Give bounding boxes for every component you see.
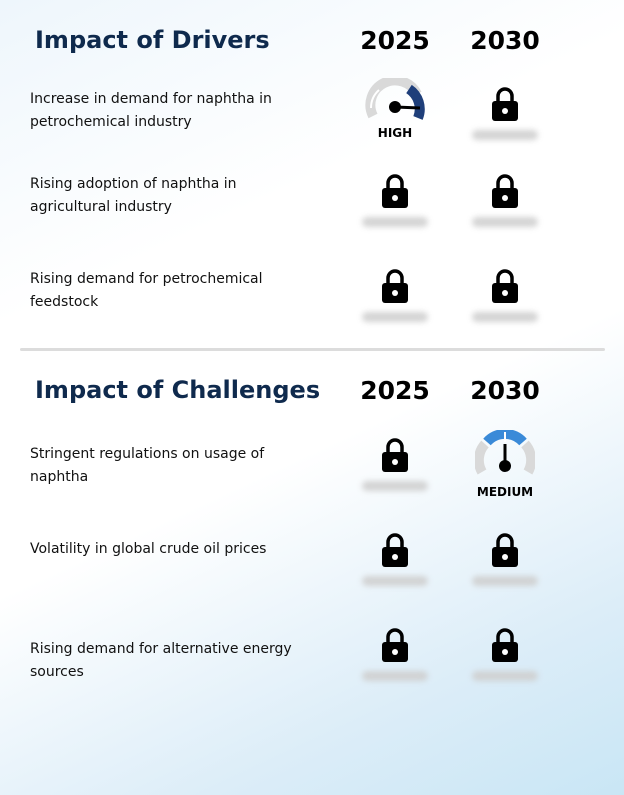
challenge-row: Rising demand for alternative energy sou… — [0, 628, 624, 728]
lock-icon — [382, 174, 408, 208]
challenge-label: Stringent regulations on usage of naphth… — [30, 446, 265, 485]
driver-impact-2025 — [350, 268, 440, 348]
challenge-label: Volatility in global crude oil prices — [30, 541, 267, 557]
lock-icon — [382, 438, 408, 472]
hidden-level-placeholder — [472, 576, 538, 586]
challenges-year-2025: 2025 — [360, 376, 430, 405]
driver-row: Rising adoption of naphtha in agricultur… — [0, 173, 624, 263]
driver-label: Rising adoption of naphtha in agricultur… — [30, 176, 237, 215]
challenge-row: Stringent regulations on usage of naphth… — [0, 430, 624, 533]
driver-impact-2030 — [460, 86, 550, 166]
challenge-label: Rising demand for alternative energy sou… — [30, 641, 292, 680]
driver-impact-2025: HIGH — [350, 78, 440, 158]
drivers-title: Impact of Drivers — [35, 26, 270, 54]
section-divider — [20, 348, 605, 351]
lock-icon — [492, 628, 518, 662]
driver-row: Rising demand for petrochemical feedstoc… — [0, 268, 624, 358]
driver-impact-2030 — [460, 268, 550, 348]
driver-label: Increase in demand for naphtha in petroc… — [30, 91, 272, 130]
hidden-level-placeholder — [362, 671, 428, 681]
challenges-title: Impact of Challenges — [35, 376, 321, 404]
challenge-impact-2025 — [350, 627, 440, 707]
hidden-level-placeholder — [362, 217, 428, 227]
hidden-level-placeholder — [472, 217, 538, 227]
lock-icon — [492, 269, 518, 303]
drivers-year-2030: 2030 — [470, 26, 540, 55]
driver-row: Increase in demand for naphtha in petroc… — [0, 78, 624, 178]
driver-impact-2030 — [460, 173, 550, 253]
gauge-level-label: MEDIUM — [476, 485, 534, 499]
lock-icon — [382, 628, 408, 662]
challenge-impact-2025 — [350, 437, 440, 517]
challenge-impact-2025 — [350, 532, 440, 612]
lock-icon — [492, 533, 518, 567]
gauge-level-label: HIGH — [377, 126, 413, 140]
lock-icon — [492, 174, 518, 208]
hidden-level-placeholder — [362, 481, 428, 491]
challenge-impact-2030 — [460, 532, 550, 612]
hidden-level-placeholder — [362, 312, 428, 322]
challenge-impact-2030: MEDIUM — [460, 430, 550, 510]
challenges-year-2030: 2030 — [470, 376, 540, 405]
lock-icon — [492, 87, 518, 121]
hidden-level-placeholder — [472, 130, 538, 140]
driver-impact-2025 — [350, 173, 440, 253]
hidden-level-placeholder — [362, 576, 428, 586]
drivers-year-2025: 2025 — [360, 26, 430, 55]
hidden-level-placeholder — [472, 671, 538, 681]
gauge-high-icon — [365, 78, 425, 120]
challenge-impact-2030 — [460, 627, 550, 707]
lock-icon — [382, 269, 408, 303]
driver-label: Rising demand for petrochemical feedstoc… — [30, 271, 263, 310]
lock-icon — [382, 533, 408, 567]
hidden-level-placeholder — [472, 312, 538, 322]
challenge-row: Volatility in global crude oil prices — [0, 533, 624, 628]
gauge-medium-icon — [475, 430, 535, 475]
